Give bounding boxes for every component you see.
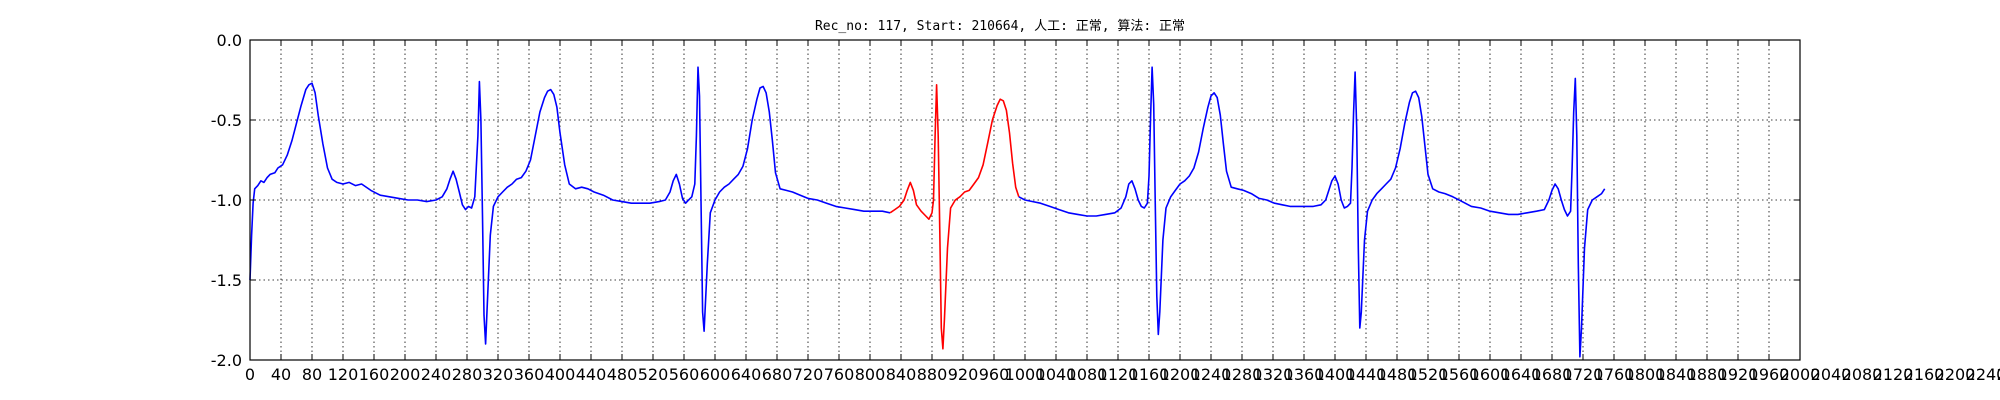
x-tick-label: 1920 [1718, 365, 1759, 384]
x-tick-label: 280 [452, 365, 483, 384]
x-tick-label: 1960 [1749, 365, 1790, 384]
x-tick-label: 1200 [1160, 365, 1201, 384]
x-tick-label: 1840 [1656, 365, 1697, 384]
x-tick-label: 1440 [1346, 365, 1387, 384]
x-tick-label: 2080 [1842, 365, 1883, 384]
x-axis-ticks: 0 40 80 120 160 200 240 280 320 360 400 440 480 520 56… [245, 40, 2000, 384]
x-tick-label: 1000 [1005, 365, 1046, 384]
y-tick-label: -2.0 [211, 351, 242, 370]
x-tick-label: 80 [302, 365, 322, 384]
y-tick-label: -0.5 [211, 111, 242, 130]
x-tick-label: 520 [638, 365, 669, 384]
x-tick-label: 720 [793, 365, 824, 384]
x-tick-label: 360 [514, 365, 545, 384]
x-tick-label: 840 [886, 365, 917, 384]
x-tick-label: 1080 [1067, 365, 1108, 384]
x-tick-label: 1600 [1470, 365, 1511, 384]
x-tick-label: 960 [979, 365, 1010, 384]
x-tick-label: 1320 [1253, 365, 1294, 384]
x-tick-label: 2240 [1966, 365, 2000, 384]
x-tick-label: 440 [576, 365, 607, 384]
x-tick-label: 120 [328, 365, 359, 384]
y-tick-label: -1.5 [211, 271, 242, 290]
x-tick-label: 1280 [1222, 365, 1263, 384]
series-line-1 [249, 66, 891, 345]
x-tick-label: 560 [669, 365, 700, 384]
chart-title: Rec_no: 117, Start: 210664, 人工: 正常, 算法: … [815, 19, 1185, 34]
x-tick-label: 1480 [1377, 365, 1418, 384]
x-tick-label: 1360 [1284, 365, 1325, 384]
x-tick-label: 2280 [1997, 365, 2000, 384]
y-tick-label: 0.0 [217, 31, 242, 50]
x-tick-label: 1160 [1129, 365, 1170, 384]
x-tick-label: 200 [390, 365, 421, 384]
x-tick-label: 240 [421, 365, 452, 384]
series-line-2 [889, 84, 1020, 350]
x-tick-label: 2160 [1904, 365, 1945, 384]
x-tick-label: 320 [483, 365, 514, 384]
x-tick-label: 680 [762, 365, 793, 384]
x-tick-label: 1040 [1036, 365, 1077, 384]
x-tick-label: 480 [607, 365, 638, 384]
y-axis-ticks: 0.0 -0.5 -1.0 -1.5 -2.0 [211, 31, 1800, 370]
x-tick-label: 880 [917, 365, 948, 384]
x-tick-label: 1680 [1532, 365, 1573, 384]
y-tick-label: -1.0 [211, 191, 242, 210]
x-tick-label: 2200 [1935, 365, 1976, 384]
x-tick-label: 800 [855, 365, 886, 384]
x-tick-label: 0 [245, 365, 255, 384]
x-tick-label: 2120 [1873, 365, 1914, 384]
x-tick-label: 1400 [1315, 365, 1356, 384]
series-lines [249, 66, 1606, 358]
x-tick-label: 1520 [1408, 365, 1449, 384]
x-tick-label: 1120 [1098, 365, 1139, 384]
x-tick-label: 1640 [1501, 365, 1542, 384]
x-tick-label: 1880 [1687, 365, 1728, 384]
x-tick-label: 760 [824, 365, 855, 384]
x-tick-label: 160 [359, 365, 390, 384]
x-tick-label: 2040 [1811, 365, 1852, 384]
x-tick-label: 400 [545, 365, 576, 384]
x-tick-label: 1800 [1625, 365, 1666, 384]
x-tick-label: 1560 [1439, 365, 1480, 384]
x-tick-label: 2000 [1780, 365, 1821, 384]
series-line-3 [1018, 66, 1606, 358]
x-tick-label: 40 [271, 365, 291, 384]
x-tick-label: 920 [948, 365, 979, 384]
x-tick-label: 1720 [1563, 365, 1604, 384]
x-tick-label: 1240 [1191, 365, 1232, 384]
x-tick-label: 640 [731, 365, 762, 384]
grid-lines [250, 40, 1800, 360]
x-tick-label: 1760 [1594, 365, 1635, 384]
x-tick-label: 600 [700, 365, 731, 384]
